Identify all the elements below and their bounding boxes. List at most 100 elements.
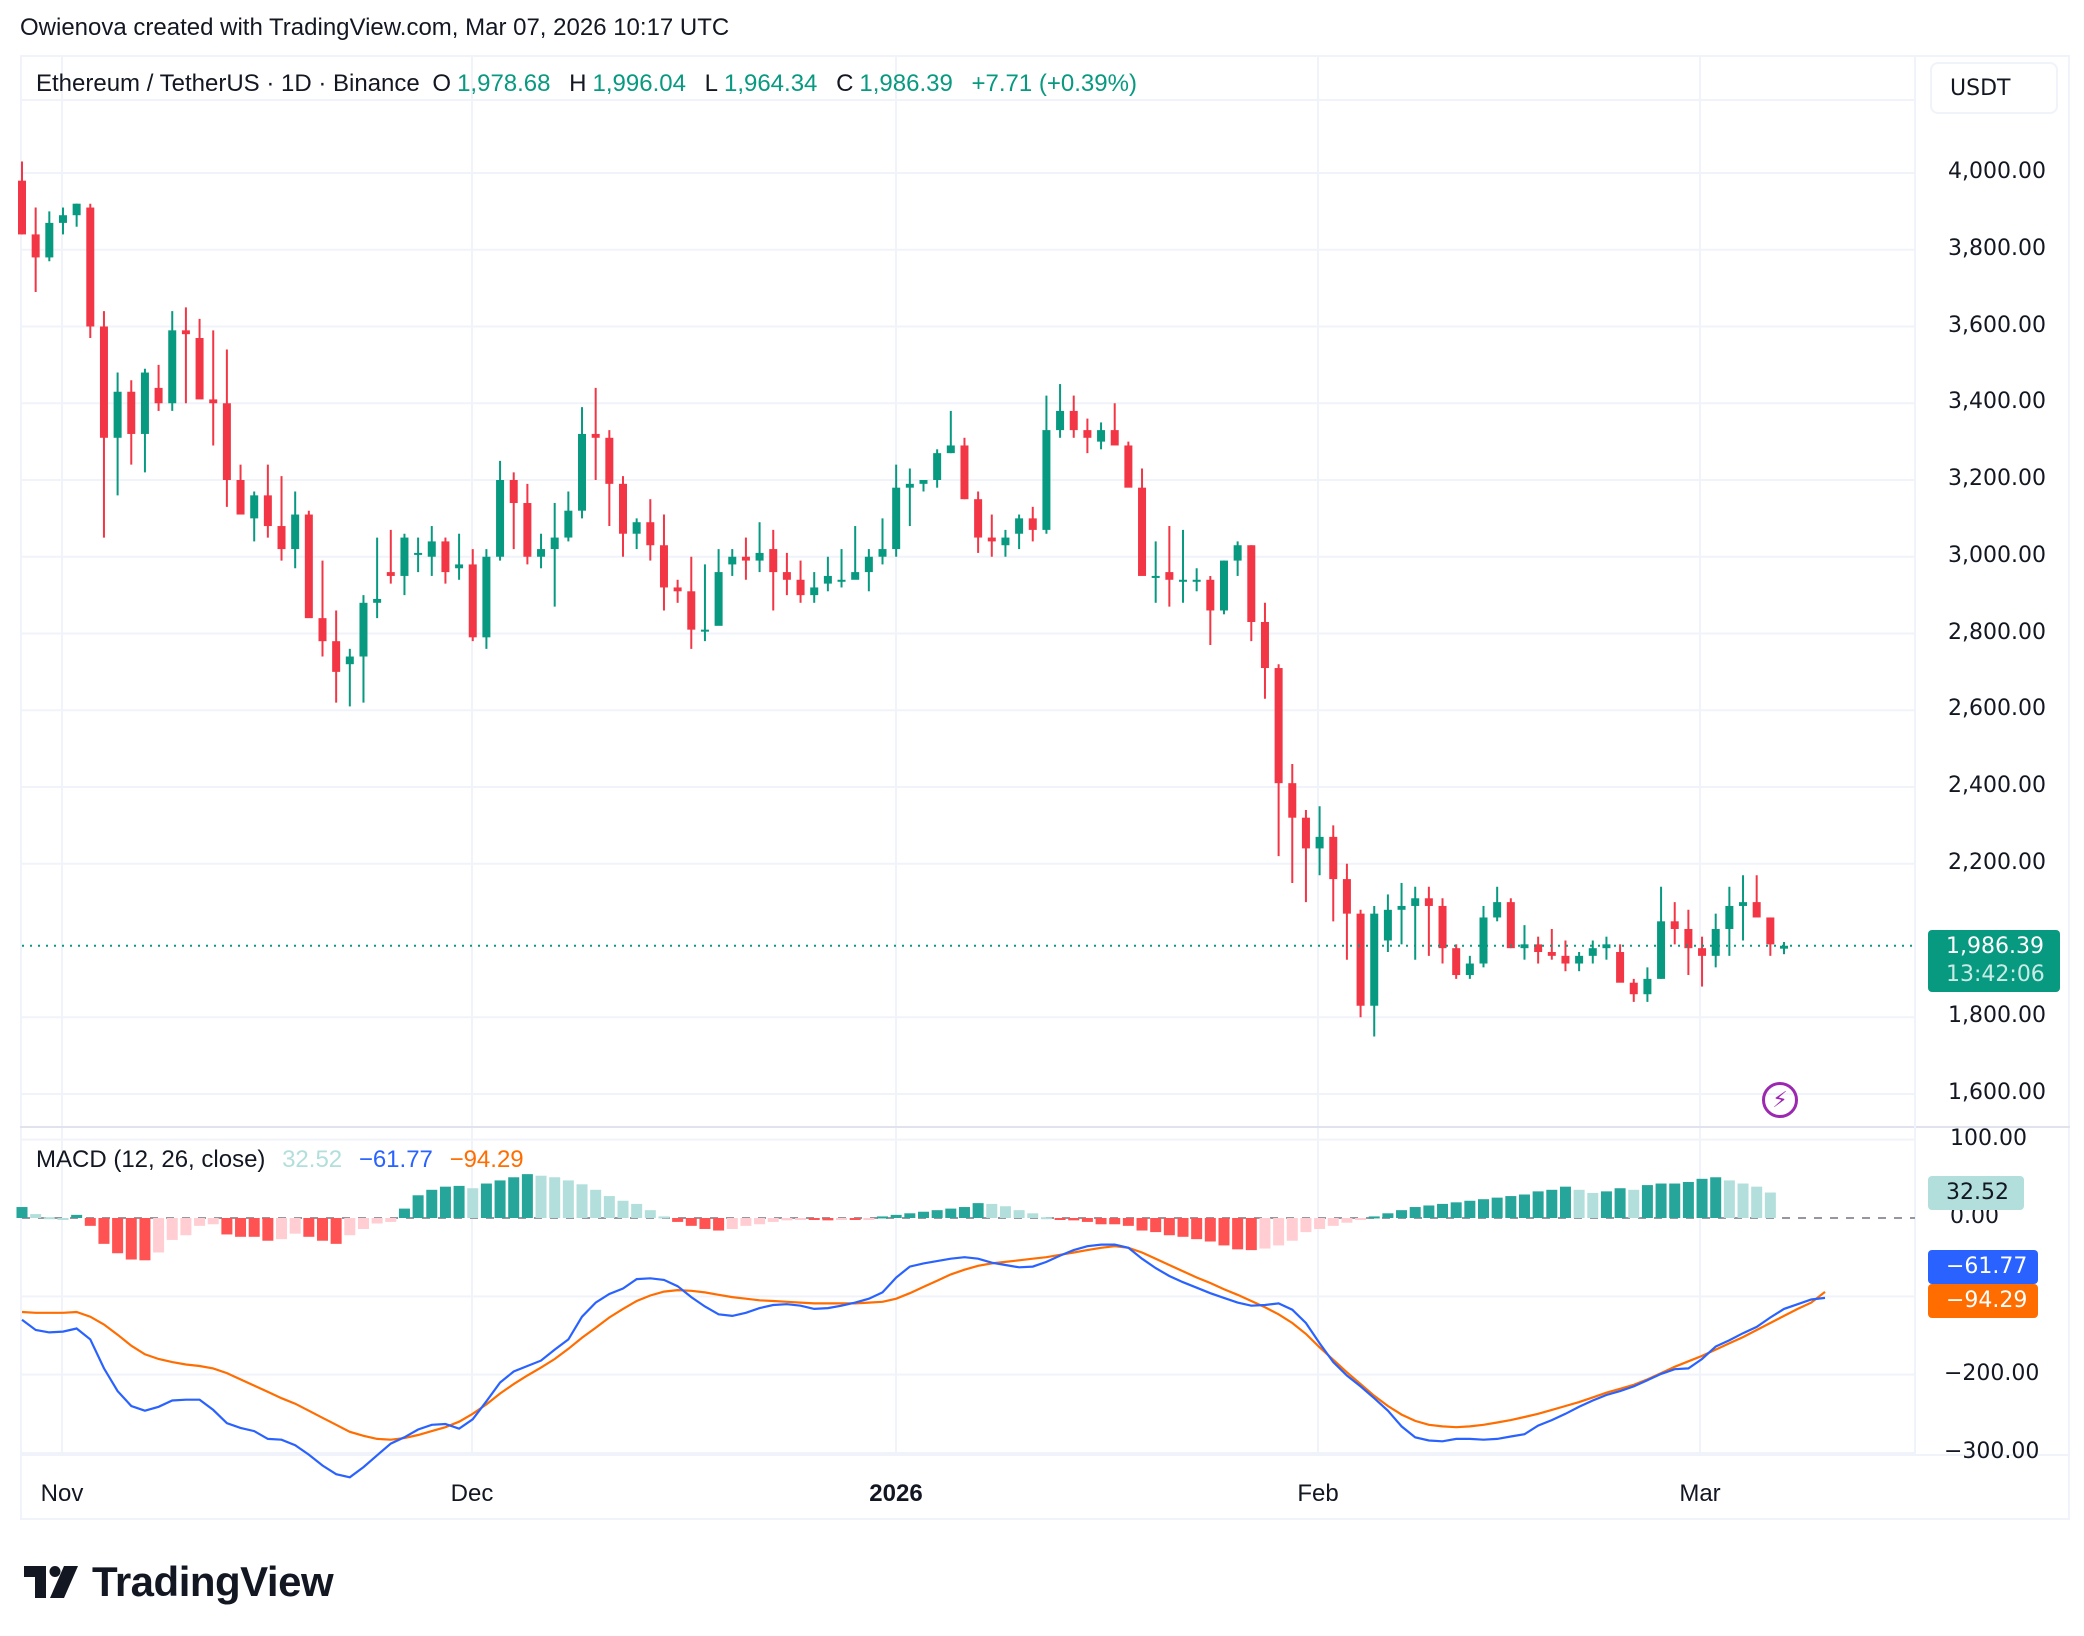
candle-body [1438,905,1447,949]
candle-body [386,572,395,576]
macd-histogram-bar [1600,1191,1612,1218]
candle-body [1301,817,1310,849]
candle-body [1383,909,1392,941]
macd-histogram-bar [740,1218,752,1226]
macd-histogram-bar [1054,1218,1066,1220]
macd-histogram-bar [1491,1197,1503,1218]
macd-histogram-bar [1245,1218,1257,1251]
macd-histogram-bar [1122,1218,1134,1226]
candle-body [496,480,505,557]
candle-body [687,591,696,630]
macd-histogram-bar [1505,1196,1517,1218]
macd-histogram-bar [576,1184,588,1218]
macd-histogram-bar [917,1211,929,1218]
macd-histogram-bar [1682,1181,1694,1218]
macd-histogram-bar [958,1207,970,1218]
macd-histogram-bar [1696,1178,1708,1218]
macd-histogram-bar [1259,1218,1271,1249]
candle-body [796,579,805,596]
macd-histogram-bar [412,1195,424,1218]
candle-body [1233,545,1242,561]
candle-body [1643,978,1652,995]
macd-histogram-bar [439,1186,451,1218]
macd-histogram-bar [125,1218,137,1260]
symbol-title[interactable]: Ethereum / TetherUS · 1D · Binance [36,70,420,97]
macd-histogram-bar [754,1218,766,1225]
candle-body [1479,917,1488,964]
candle-body [605,437,614,484]
candle-body [1097,430,1106,442]
macd-histogram-bar [1341,1218,1353,1223]
macd-line-tag: −61.77 [1928,1250,2038,1284]
macd-histogram-bar [849,1218,861,1220]
time-axis-label: Feb [1297,1480,1339,1507]
macd-histogram-bar [726,1218,738,1229]
macd-title[interactable]: MACD (12, 26, close) [36,1146,266,1173]
candle-body [1370,913,1379,1006]
macd-histogram-bar [330,1218,342,1244]
macd-histogram-bar [1614,1188,1626,1218]
candle-body [1588,948,1597,956]
candle-body [1684,928,1693,949]
macd-histogram-bar [808,1218,820,1220]
macd-histogram-bar [617,1200,629,1218]
candle-body [1711,928,1720,956]
candle-body [960,445,969,500]
last-price: 1,986.39 [1946,934,2044,959]
macd-histogram-bar [562,1180,574,1218]
candle-body [1288,783,1297,818]
price-axis-label: 2,800.00 [1948,619,2046,645]
macd-histogram-bar [1669,1183,1681,1218]
macd-axis-label: 100.00 [1950,1125,2027,1151]
candle-body [400,537,409,576]
candle-body [741,556,750,561]
candle-body [1001,537,1010,546]
macd-histogram-bar [98,1218,110,1244]
candle-body [837,579,846,582]
macd-histogram-bar [453,1185,465,1218]
candle-body [140,372,149,434]
candle-body [195,338,204,400]
candle-body [1274,668,1283,784]
currency-button[interactable]: USDT [1930,62,2058,114]
macd-histogram-bar [180,1218,192,1236]
candle-body [468,564,477,638]
macd-histogram-bar [1327,1218,1339,1226]
candle-body [810,587,819,596]
macd-histogram-bar [1450,1202,1462,1218]
macd-histogram-bar [1095,1218,1107,1225]
chart-frame [20,55,2070,1520]
candle-body [455,564,464,569]
macd-hist-value: 32.52 [282,1146,343,1173]
macd-histogram-bar [1587,1192,1599,1218]
macd-histogram-bar [235,1218,247,1237]
price-axis-label: 2,200.00 [1948,849,2046,875]
macd-histogram-bar [672,1218,684,1222]
candle-body [291,514,300,550]
time-axis-label: Nov [40,1480,84,1507]
candle-body [933,453,942,480]
candle-body [564,510,573,538]
candle-body [1342,879,1351,914]
macd-histogram-bar [685,1218,697,1226]
macd-histogram-bar [112,1218,124,1254]
candle-body [987,537,996,542]
macd-histogram-bar [1423,1205,1435,1218]
candle-body [181,330,190,335]
candle-body [1506,902,1515,949]
candle-body [673,587,682,592]
candle-body [1411,898,1420,906]
macd-histogram-bar [262,1218,274,1241]
candle-body [946,445,955,454]
macd-histogram-bar [1573,1189,1585,1218]
candle-body [304,514,313,619]
candle-body [632,522,641,534]
macd-histogram-bar [1204,1218,1216,1242]
lightning-icon[interactable]: ⚡ [1762,1082,1798,1118]
macd-histogram-bar [931,1210,943,1218]
signal-line [21,1245,1826,1441]
tradingview-logo[interactable]: TradingView [24,1558,334,1606]
candle-body [1657,921,1666,979]
candle-body [414,552,423,555]
